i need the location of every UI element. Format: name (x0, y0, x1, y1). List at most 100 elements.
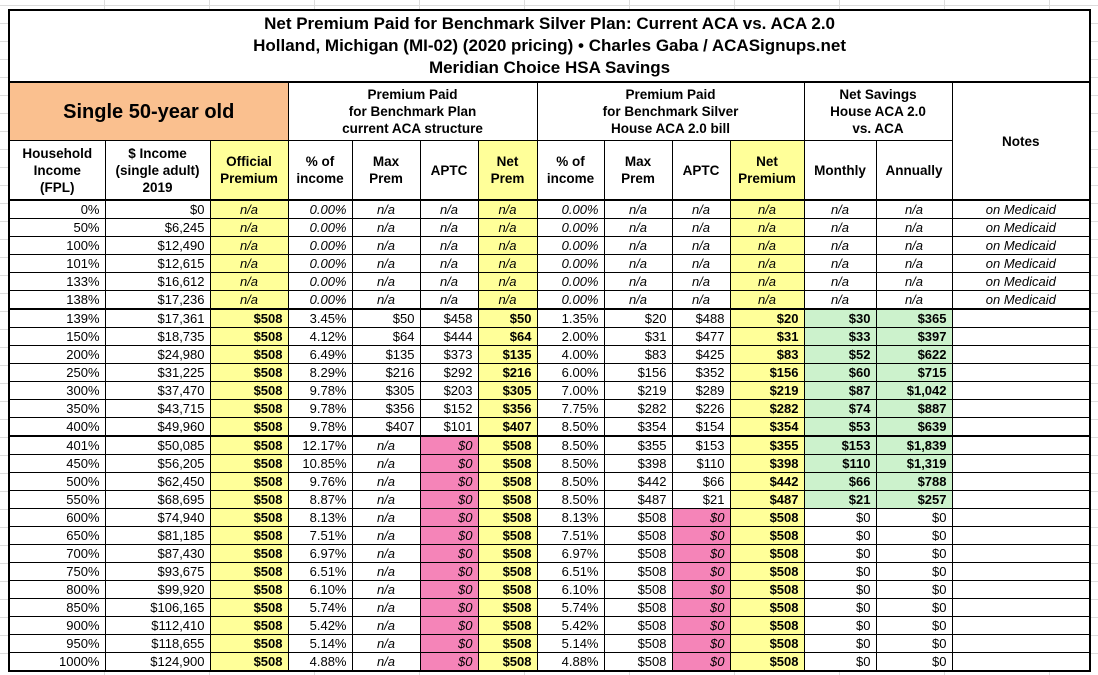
cell-aca_pct_income-133%[interactable]: 0.00% (287, 272, 353, 291)
column-header-aca2-aptc[interactable]: APTC (671, 140, 731, 201)
cell-aca_net_prem-600%[interactable]: $508 (477, 508, 538, 527)
cell-aca_max_prem-450%[interactable]: n/a (351, 454, 421, 473)
cell-aca_aptc-750%[interactable]: $0 (419, 562, 479, 581)
cell-fpl-900%[interactable]: 900% (8, 616, 106, 635)
cell-savings_monthly-1000%[interactable]: $0 (803, 652, 877, 672)
cell-aca2_pct_income-101%[interactable]: 0.00% (536, 254, 605, 273)
cell-aca_net_prem-1000%[interactable]: $508 (477, 652, 538, 672)
cell-fpl-150%[interactable]: 150% (8, 327, 106, 346)
cell-fpl-1000%[interactable]: 1000% (8, 652, 106, 672)
cell-official_premium-800%[interactable]: $508 (209, 580, 289, 599)
cell-aca_net_prem-800%[interactable]: $508 (477, 580, 538, 599)
cell-aca2_net_premium-900%[interactable]: $508 (729, 616, 805, 635)
cell-aca_net_prem-400%[interactable]: $407 (477, 417, 538, 437)
cell-savings_monthly-138%[interactable]: n/a (803, 290, 877, 310)
cell-official_premium-950%[interactable]: $508 (209, 634, 289, 653)
cell-aca2_max_prem-0%[interactable]: n/a (603, 199, 673, 219)
cell-aca_net_prem-200%[interactable]: $135 (477, 345, 538, 364)
cell-aca_net_prem-300%[interactable]: $305 (477, 381, 538, 400)
cell-fpl-850%[interactable]: 850% (8, 598, 106, 617)
cell-aca2_net_premium-850%[interactable]: $508 (729, 598, 805, 617)
cell-aca_aptc-150%[interactable]: $444 (419, 327, 479, 346)
cell-income-550%[interactable]: $68,695 (104, 490, 211, 509)
cell-aca2_max_prem-401%[interactable]: $355 (603, 435, 673, 455)
cell-aca2_max_prem-300%[interactable]: $219 (603, 381, 673, 400)
cell-aca2_max_prem-250%[interactable]: $156 (603, 363, 673, 382)
cell-aca_pct_income-100%[interactable]: 0.00% (287, 236, 353, 255)
cell-aca_pct_income-450%[interactable]: 10.85% (287, 454, 353, 473)
cell-aca_aptc-850%[interactable]: $0 (419, 598, 479, 617)
cell-aca_pct_income-400%[interactable]: 9.78% (287, 417, 353, 437)
cell-aca_aptc-50%[interactable]: n/a (419, 218, 479, 237)
cell-aca_aptc-1000%[interactable]: $0 (419, 652, 479, 672)
cell-aca_max_prem-50%[interactable]: n/a (351, 218, 421, 237)
cell-aca2_net_premium-101%[interactable]: n/a (729, 254, 805, 273)
cell-aca_aptc-650%[interactable]: $0 (419, 526, 479, 545)
cell-official_premium-700%[interactable]: $508 (209, 544, 289, 563)
column-header-official-premium[interactable]: Official Premium (209, 140, 289, 201)
cell-income-0%[interactable]: $0 (104, 199, 211, 219)
cell-aca_net_prem-900%[interactable]: $508 (477, 616, 538, 635)
cell-savings_monthly-850%[interactable]: $0 (803, 598, 877, 617)
cell-notes-750%[interactable] (951, 562, 1091, 581)
cell-notes-300%[interactable] (951, 381, 1091, 400)
cell-aca_net_prem-350%[interactable]: $356 (477, 399, 538, 418)
cell-aca2_aptc-200%[interactable]: $425 (671, 345, 731, 364)
cell-income-133%[interactable]: $16,612 (104, 272, 211, 291)
cell-aca2_net_premium-300%[interactable]: $219 (729, 381, 805, 400)
cell-savings_monthly-550%[interactable]: $21 (803, 490, 877, 509)
cell-aca_pct_income-50%[interactable]: 0.00% (287, 218, 353, 237)
cell-fpl-650%[interactable]: 650% (8, 526, 106, 545)
cell-savings_monthly-400%[interactable]: $53 (803, 417, 877, 437)
cell-official_premium-550%[interactable]: $508 (209, 490, 289, 509)
cell-savings_monthly-200%[interactable]: $52 (803, 345, 877, 364)
cell-aca_net_prem-850%[interactable]: $508 (477, 598, 538, 617)
cell-savings_annually-138%[interactable]: n/a (875, 290, 953, 310)
cell-fpl-138%[interactable]: 138% (8, 290, 106, 310)
cell-aca_aptc-700%[interactable]: $0 (419, 544, 479, 563)
cell-savings_annually-1000%[interactable]: $0 (875, 652, 953, 672)
group-header-subject[interactable]: Single 50-year old (8, 81, 289, 141)
cell-aca2_net_premium-138%[interactable]: n/a (729, 290, 805, 310)
cell-aca_max_prem-850%[interactable]: n/a (351, 598, 421, 617)
cell-aca_net_prem-139%[interactable]: $50 (477, 308, 538, 328)
cell-aca2_pct_income-139%[interactable]: 1.35% (536, 308, 605, 328)
cell-aca2_pct_income-900%[interactable]: 5.42% (536, 616, 605, 635)
cell-fpl-100%[interactable]: 100% (8, 236, 106, 255)
cell-aca2_max_prem-700%[interactable]: $508 (603, 544, 673, 563)
group-header-aca2[interactable]: Premium Paid for Benchmark Silver House … (536, 81, 805, 141)
cell-aca2_pct_income-150%[interactable]: 2.00% (536, 327, 605, 346)
cell-aca2_net_premium-150%[interactable]: $31 (729, 327, 805, 346)
cell-savings_monthly-300%[interactable]: $87 (803, 381, 877, 400)
cell-income-138%[interactable]: $17,236 (104, 290, 211, 310)
column-header-savings-annually[interactable]: Annually (875, 140, 953, 201)
column-header-fpl[interactable]: Household Income (FPL) (8, 140, 106, 201)
cell-aca2_net_premium-250%[interactable]: $156 (729, 363, 805, 382)
cell-savings_annually-0%[interactable]: n/a (875, 199, 953, 219)
cell-notes-150%[interactable] (951, 327, 1091, 346)
cell-aca2_aptc-850%[interactable]: $0 (671, 598, 731, 617)
cell-notes-100%[interactable]: on Medicaid (951, 236, 1091, 255)
cell-official_premium-600%[interactable]: $508 (209, 508, 289, 527)
cell-aca2_max_prem-800%[interactable]: $508 (603, 580, 673, 599)
cell-income-600%[interactable]: $74,940 (104, 508, 211, 527)
cell-fpl-800%[interactable]: 800% (8, 580, 106, 599)
cell-notes-350%[interactable] (951, 399, 1091, 418)
cell-income-800%[interactable]: $99,920 (104, 580, 211, 599)
cell-savings_annually-50%[interactable]: n/a (875, 218, 953, 237)
cell-savings_annually-550%[interactable]: $257 (875, 490, 953, 509)
cell-official_premium-100%[interactable]: n/a (209, 236, 289, 255)
cell-aca_aptc-300%[interactable]: $203 (419, 381, 479, 400)
cell-aca2_max_prem-101%[interactable]: n/a (603, 254, 673, 273)
cell-official_premium-200%[interactable]: $508 (209, 345, 289, 364)
cell-official_premium-250%[interactable]: $508 (209, 363, 289, 382)
cell-notes-400%[interactable] (951, 417, 1091, 437)
cell-official_premium-850%[interactable]: $508 (209, 598, 289, 617)
cell-aca_max_prem-750%[interactable]: n/a (351, 562, 421, 581)
cell-aca2_aptc-1000%[interactable]: $0 (671, 652, 731, 672)
cell-income-300%[interactable]: $37,470 (104, 381, 211, 400)
cell-fpl-250%[interactable]: 250% (8, 363, 106, 382)
cell-savings_annually-200%[interactable]: $622 (875, 345, 953, 364)
cell-aca2_max_prem-50%[interactable]: n/a (603, 218, 673, 237)
cell-aca_pct_income-250%[interactable]: 8.29% (287, 363, 353, 382)
